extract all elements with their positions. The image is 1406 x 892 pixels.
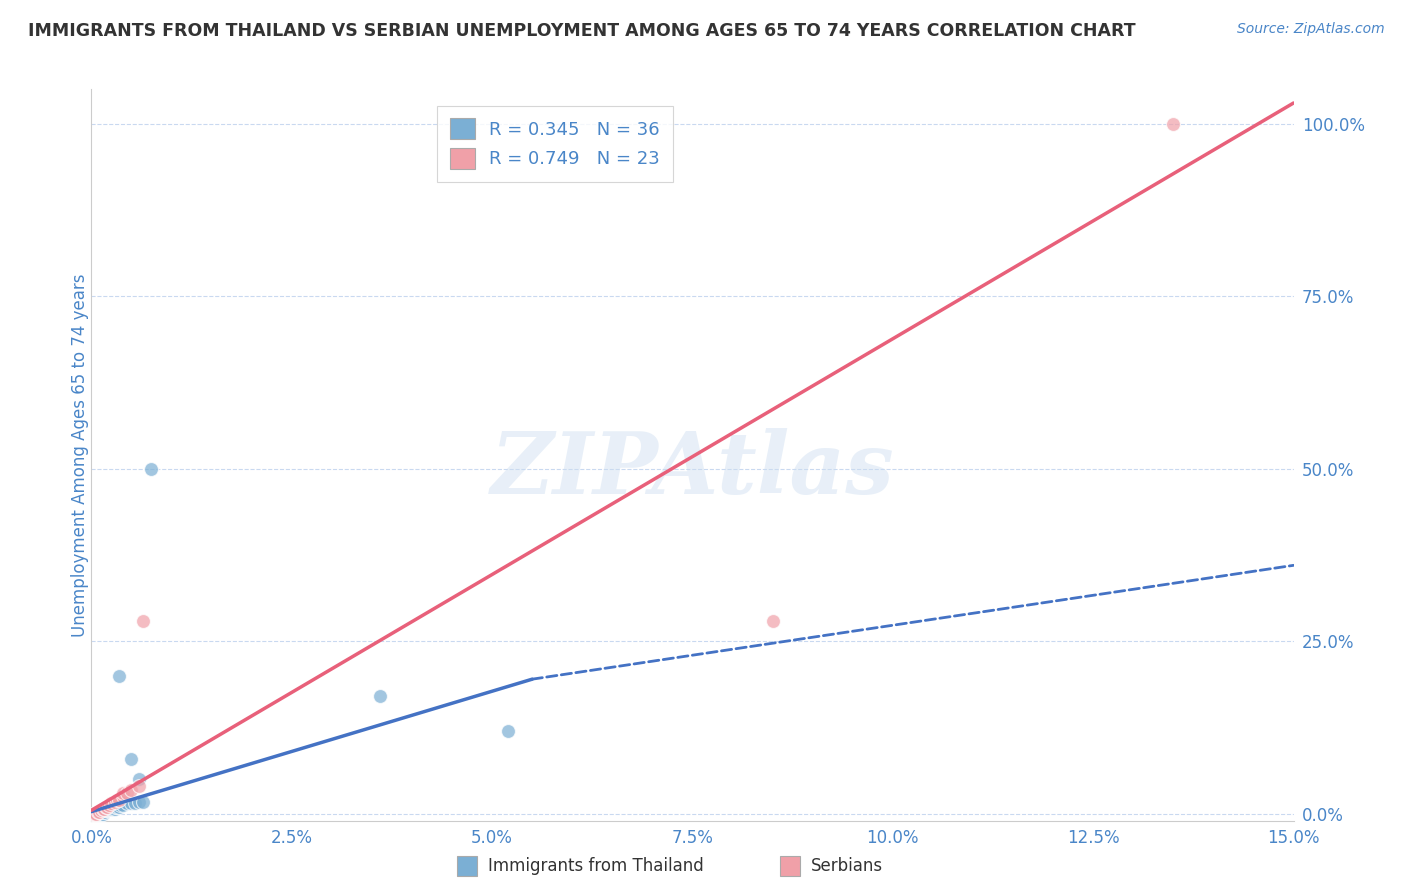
Point — [86, 806, 108, 821]
Point — [87, 805, 110, 819]
Point — [94, 803, 117, 817]
Point — [84, 806, 107, 821]
Point — [104, 802, 127, 816]
Point — [121, 751, 143, 765]
Point — [108, 669, 131, 683]
Point — [93, 806, 115, 821]
Point — [101, 802, 124, 816]
Point — [93, 805, 115, 819]
Point — [83, 806, 105, 821]
Point — [98, 798, 121, 813]
Point — [141, 461, 163, 475]
Point — [96, 800, 118, 814]
Point — [108, 793, 131, 807]
Point — [105, 793, 128, 807]
Point — [94, 800, 117, 814]
Point — [132, 795, 155, 809]
Point — [496, 723, 519, 738]
Point — [93, 802, 115, 816]
Point — [128, 795, 150, 809]
Point — [84, 806, 107, 821]
Point — [98, 802, 121, 816]
Point — [100, 802, 122, 816]
Point — [1163, 117, 1185, 131]
Bar — [780, 856, 800, 876]
Point — [90, 806, 112, 821]
Text: ZIPAtlas: ZIPAtlas — [491, 428, 894, 511]
Point — [90, 803, 112, 817]
Point — [83, 806, 105, 821]
Point — [117, 786, 139, 800]
Point — [762, 614, 785, 628]
Point — [112, 798, 135, 813]
Point — [368, 690, 391, 704]
Point — [82, 806, 104, 821]
Point — [105, 800, 128, 814]
Point — [124, 797, 146, 811]
Point — [100, 797, 122, 811]
Point — [93, 805, 115, 819]
Point — [87, 806, 110, 821]
Point — [96, 803, 118, 817]
Point — [107, 800, 129, 814]
Point — [91, 802, 114, 816]
Point — [110, 798, 132, 813]
Point — [90, 806, 112, 821]
Point — [94, 803, 117, 817]
Point — [104, 795, 127, 809]
Point — [132, 614, 155, 628]
Point — [96, 802, 118, 816]
Point — [128, 779, 150, 793]
Point — [104, 800, 127, 814]
Text: Immigrants from Thailand: Immigrants from Thailand — [488, 857, 703, 875]
Text: Source: ZipAtlas.com: Source: ZipAtlas.com — [1237, 22, 1385, 37]
Text: Serbians: Serbians — [811, 857, 883, 875]
Point — [121, 797, 143, 811]
Point — [121, 782, 143, 797]
Point — [89, 805, 111, 819]
Point — [112, 789, 135, 804]
Point — [128, 772, 150, 787]
Y-axis label: Unemployment Among Ages 65 to 74 years: Unemployment Among Ages 65 to 74 years — [72, 273, 89, 637]
Point — [112, 786, 135, 800]
Point — [82, 806, 104, 821]
Bar — [457, 856, 477, 876]
Point — [117, 797, 139, 811]
Text: IMMIGRANTS FROM THAILAND VS SERBIAN UNEMPLOYMENT AMONG AGES 65 TO 74 YEARS CORRE: IMMIGRANTS FROM THAILAND VS SERBIAN UNEM… — [28, 22, 1136, 40]
Point — [89, 806, 111, 821]
Legend: R = 0.345   N = 36, R = 0.749   N = 23: R = 0.345 N = 36, R = 0.749 N = 23 — [437, 105, 672, 182]
Point — [89, 806, 111, 821]
